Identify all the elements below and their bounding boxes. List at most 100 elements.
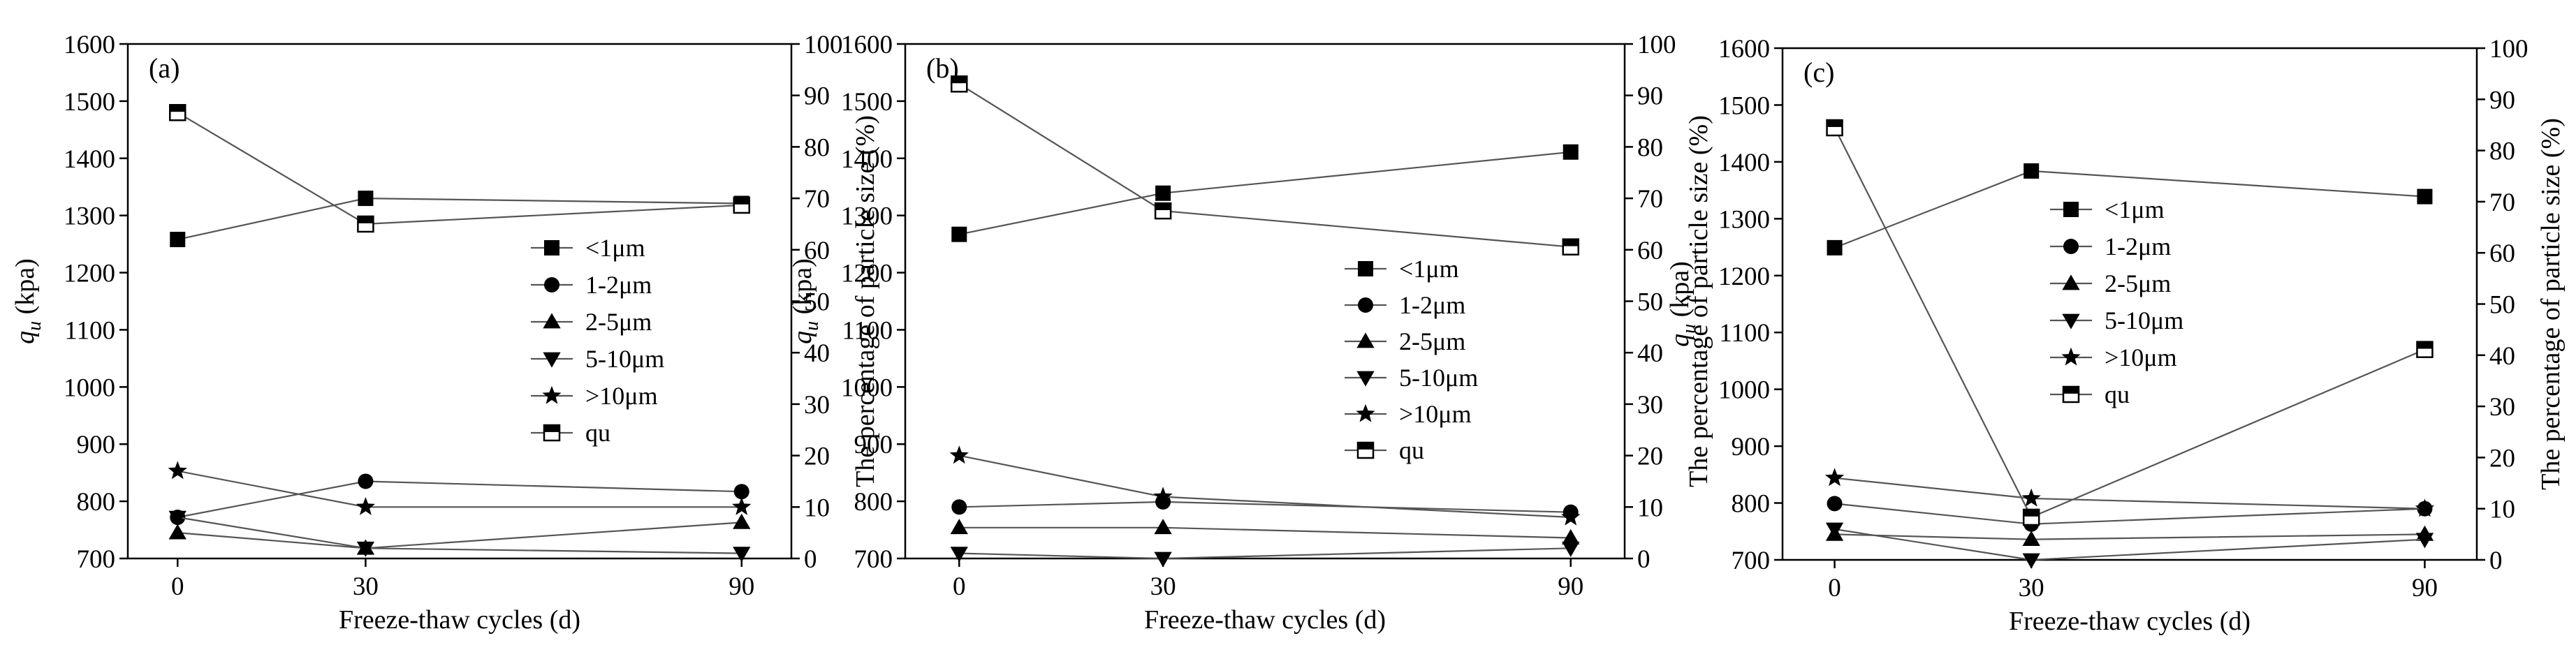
legend-marker: [543, 424, 561, 442]
series-line: [959, 526, 1571, 539]
legend-marker: [2062, 274, 2080, 290]
legend: <1μm 1-2μm 2-5μm 5-10μm >10μm qu: [531, 234, 664, 447]
legend-marker: [2063, 239, 2079, 254]
data-point: [170, 232, 186, 248]
left-tick-label: 800: [1732, 490, 1771, 519]
series-<1μm: [170, 191, 749, 248]
left-tick-label: 700: [854, 545, 893, 574]
right-axis-title: The percentage of particle size (%): [1684, 115, 1713, 487]
series-line: [959, 501, 1571, 513]
data-point: [2022, 531, 2040, 547]
series-line: [1834, 528, 2425, 561]
series-1-2μm: [170, 473, 749, 526]
left-tick-label: 800: [77, 488, 116, 517]
data-point: [2415, 498, 2435, 517]
right-tick-label: 90: [1637, 82, 1663, 111]
left-axis-title: qu (kpa): [10, 258, 45, 344]
data-point: [1155, 185, 1171, 201]
data-point: [1827, 496, 1843, 512]
left-axis-title: qu (kpa): [788, 258, 823, 344]
legend-label: 5-10μm: [585, 345, 664, 373]
data-point: [2417, 188, 2433, 205]
data-point: [1561, 507, 1581, 526]
data-point: [168, 461, 187, 480]
left-tick-label: 1600: [64, 31, 115, 59]
series->10μm: [949, 445, 1581, 526]
plot-frame: [904, 43, 1626, 560]
x-tick-label: 90: [2412, 574, 2438, 602]
left-tick-label: 1400: [64, 145, 115, 174]
right-tick-label: 60: [804, 237, 830, 265]
left-tick-label: 1500: [1718, 91, 1770, 120]
legend-marker: [1356, 371, 1375, 387]
series-5-10μm: [1825, 522, 2434, 569]
right-tick-label: 60: [1637, 237, 1663, 265]
right-tick-label: 40: [1637, 339, 1663, 368]
data-point: [168, 510, 186, 526]
series-5-10μm: [168, 510, 751, 563]
right-tick-label: 50: [804, 288, 830, 317]
right-tick-label: 50: [2489, 291, 2515, 320]
legend-marker: [1358, 297, 1373, 313]
right-tick-label: 20: [2489, 444, 2515, 473]
left-tick-label: 1100: [842, 316, 893, 345]
data-point: [1827, 239, 1843, 256]
left-tick-label: 900: [77, 431, 116, 459]
legend-label: <1μm: [1399, 255, 1459, 283]
right-tick-label: 50: [1637, 288, 1663, 317]
data-point: [356, 497, 375, 515]
right-tick-label: 30: [1637, 391, 1663, 420]
left-tick-label: 1500: [64, 88, 115, 117]
legend-marker: [2062, 385, 2080, 403]
right-tick-label: 40: [2489, 342, 2515, 371]
left-tick-label: 1300: [1718, 205, 1770, 234]
data-point: [2022, 553, 2040, 569]
data-point: [951, 499, 967, 515]
right-tick-label: 20: [804, 443, 830, 471]
right-tick-label: 100: [2489, 35, 2529, 64]
data-point: [1562, 528, 1580, 545]
data-point: [169, 104, 186, 121]
series-line: [959, 547, 1571, 560]
right-tick-label: 0: [1637, 545, 1651, 574]
left-tick-label: 1500: [841, 88, 893, 117]
legend-label: 2-5μm: [585, 308, 652, 336]
data-point: [358, 473, 374, 489]
right-tick-label: 90: [2489, 86, 2515, 114]
right-tick-label: 100: [1637, 31, 1676, 59]
x-tick-label: 30: [353, 572, 379, 601]
data-point: [2024, 163, 2040, 179]
right-tick-label: 30: [804, 391, 830, 420]
right-tick-label: 10: [2489, 496, 2515, 524]
right-tick-label: 30: [2489, 393, 2515, 422]
x-axis-title: Freeze-thaw cycles (d): [2009, 607, 2251, 636]
series-line: [1834, 477, 2425, 510]
right-axis-title: The percentage of particle size (%): [851, 115, 880, 487]
left-tick-label: 1000: [1718, 376, 1770, 405]
series-line: [958, 83, 1571, 248]
series-qu: [1826, 119, 2434, 526]
legend-marker: [2061, 347, 2081, 366]
right-tick-label: 60: [2489, 239, 2515, 268]
series-2-5μm: [168, 513, 751, 555]
legend-label: qu: [2105, 380, 2130, 408]
data-point: [356, 541, 375, 557]
legend-label: 5-10μm: [2105, 306, 2183, 334]
legend-label: <1μm: [2105, 195, 2165, 223]
right-tick-label: 70: [2489, 188, 2515, 217]
series-2-5μm: [950, 519, 1580, 545]
legend-label: qu: [585, 419, 610, 447]
left-tick-label: 1400: [1718, 149, 1770, 177]
panel-label: (a): [149, 52, 180, 84]
legend: <1μm 1-2μm 2-5μm 5-10μm >10μm qu: [1345, 255, 1478, 464]
legend-label: 1-2μm: [2105, 232, 2171, 260]
left-tick-label: 1000: [64, 373, 115, 402]
left-tick-label: 900: [1732, 433, 1771, 461]
right-tick-label: 0: [2489, 547, 2503, 575]
data-point: [733, 484, 749, 500]
left-tick-label: 1200: [1718, 262, 1770, 291]
legend-marker: [1356, 441, 1375, 459]
data-point: [168, 524, 186, 540]
right-tick-label: 10: [804, 494, 830, 522]
data-point: [1153, 487, 1173, 505]
